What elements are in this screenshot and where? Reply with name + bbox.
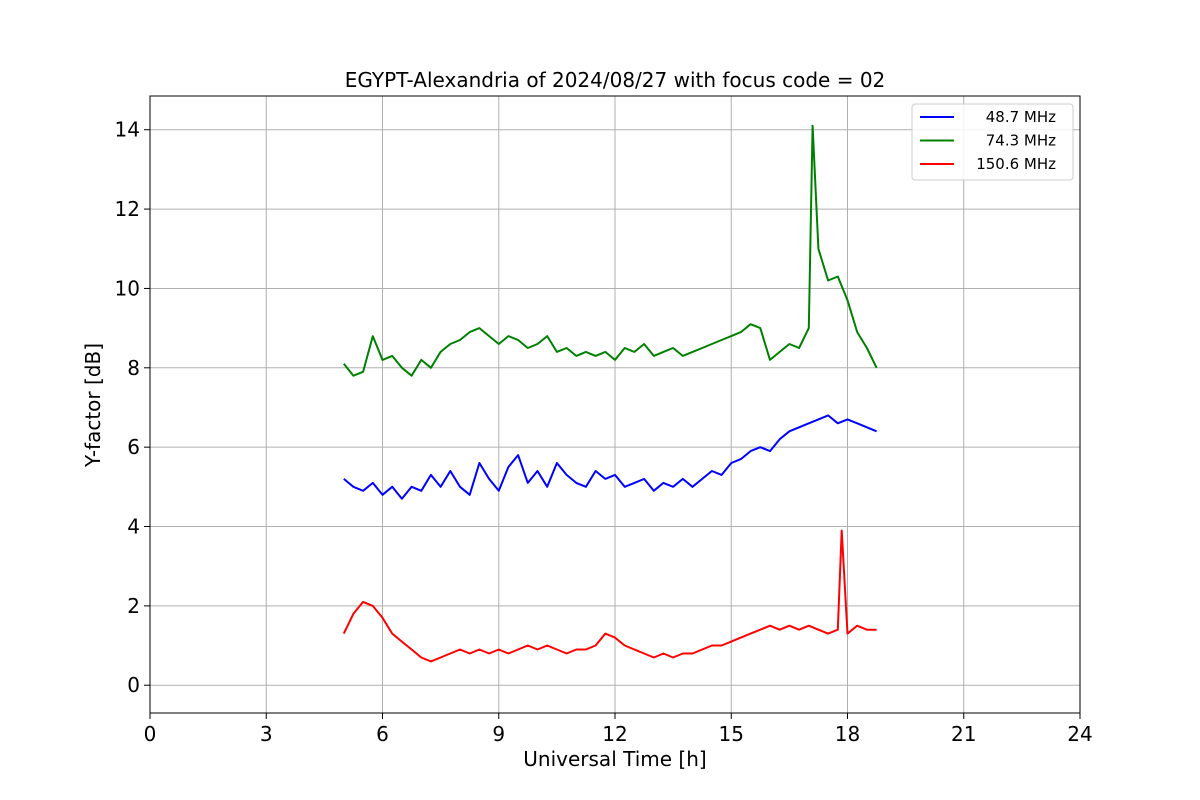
y-tick-label: 14	[115, 118, 140, 142]
legend-label: 74.3 MHz	[986, 132, 1056, 150]
x-tick-label: 0	[144, 722, 157, 746]
x-tick-label: 18	[835, 722, 860, 746]
y-tick-label: 2	[127, 594, 140, 618]
x-tick-label: 12	[602, 722, 627, 746]
y-tick-label: 10	[115, 276, 140, 300]
series-line-48-7-mhz	[343, 414, 877, 500]
y-axis-label: Y-factor [dB]	[81, 343, 105, 468]
legend-label: 48.7 MHz	[986, 108, 1056, 126]
legend: 48.7 MHz 74.3 MHz 150.6 MHz	[911, 103, 1074, 181]
y-tick-label: 0	[127, 673, 140, 697]
x-tick-label: 3	[260, 722, 273, 746]
y-tick-label: 4	[127, 515, 140, 539]
y-tick-label: 12	[115, 197, 140, 221]
legend-box	[911, 103, 1074, 181]
series-line-74-3-mhz	[343, 124, 878, 377]
series-line-150-6-mhz	[342, 529, 877, 663]
x-tick-label: 24	[1067, 722, 1092, 746]
chart-title: EGYPT-Alexandria of 2024/08/27 with focu…	[345, 68, 886, 92]
series-layer	[342, 124, 878, 663]
x-axis-label: Universal Time [h]	[523, 747, 706, 771]
x-tick-label: 9	[492, 722, 505, 746]
x-tick-label: 15	[719, 722, 744, 746]
x-tick-label: 21	[951, 722, 976, 746]
y-tick-label: 6	[127, 435, 140, 459]
legend-label: 150.6 MHz	[976, 155, 1056, 173]
x-tick-label: 6	[376, 722, 389, 746]
y-tick-label: 8	[127, 356, 140, 380]
